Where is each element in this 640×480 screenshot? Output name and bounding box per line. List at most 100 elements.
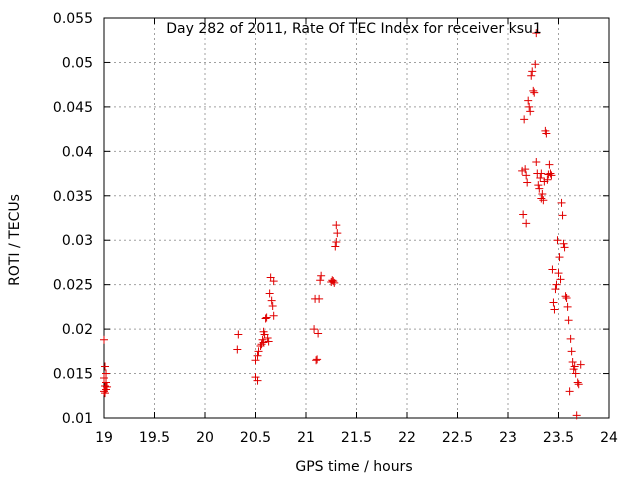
data-point: [254, 347, 263, 356]
data-point: [101, 389, 110, 398]
x-tick-label: 21.5: [341, 430, 372, 446]
x-axis-label: GPS time / hours: [295, 459, 412, 475]
data-point: [329, 277, 338, 286]
data-point: [571, 369, 580, 378]
data-point: [539, 196, 548, 205]
data-point: [100, 374, 108, 382]
data-point: [554, 269, 563, 278]
data-point: [253, 351, 262, 360]
y-tick-label: 0.05: [62, 55, 93, 71]
data-point: [233, 345, 242, 354]
x-tick-label: 23: [499, 430, 517, 446]
x-tick-label: 20.5: [240, 430, 271, 446]
y-axis-label: ROTI / TECUs: [7, 194, 23, 286]
x-tick-label: 21: [297, 430, 315, 446]
data-point: [550, 305, 559, 314]
data-point: [559, 239, 568, 248]
data-point: [332, 221, 341, 230]
data-point: [310, 325, 319, 334]
data-point: [563, 302, 572, 311]
data-point: [532, 158, 541, 166]
y-tick-label: 0.025: [53, 278, 93, 294]
data-point: [100, 387, 108, 396]
x-tick-label: 20: [196, 430, 214, 446]
data-point: [573, 378, 582, 387]
data-point: [253, 376, 262, 385]
data-point: [570, 362, 579, 371]
data-point: [528, 67, 537, 76]
data-point: [331, 242, 340, 251]
data-point: [556, 275, 565, 284]
data-point: [565, 387, 574, 396]
data-point: [261, 314, 270, 323]
data-point: [551, 285, 560, 294]
data-point: [557, 198, 566, 207]
data-point: [330, 278, 339, 287]
x-tick-label: 22.5: [442, 430, 473, 446]
data-point: [251, 356, 260, 365]
data-point: [333, 229, 342, 238]
data-point: [560, 243, 569, 252]
data-point: [102, 369, 111, 378]
x-tick-label: 23.5: [543, 430, 574, 446]
y-tick-label: 0.045: [53, 100, 93, 116]
data-point: [101, 362, 110, 371]
data-point: [316, 276, 325, 285]
data-point: [101, 382, 110, 390]
data-point: [536, 174, 545, 182]
y-tick-label: 0.035: [53, 189, 93, 205]
data-point: [542, 129, 551, 138]
data-point: [553, 236, 562, 245]
data-point: [519, 210, 528, 219]
data-point: [315, 294, 324, 303]
data-point: [313, 355, 322, 364]
data-point: [523, 178, 532, 187]
data-point: [265, 289, 274, 298]
data-point: [522, 171, 531, 180]
data-point: [538, 190, 547, 198]
data-point: [529, 86, 538, 95]
data-point: [102, 385, 111, 394]
data-points: [100, 29, 585, 420]
data-point: [521, 165, 530, 174]
data-point: [567, 347, 576, 356]
y-tick-label: 0.01: [62, 411, 93, 427]
data-point: [546, 169, 555, 178]
data-point: [532, 29, 541, 38]
data-point: [527, 71, 536, 80]
data-point: [558, 211, 567, 220]
data-point: [522, 219, 531, 228]
data-point: [251, 373, 260, 382]
data-point: [520, 115, 529, 124]
x-tick-label: 19.5: [139, 430, 170, 446]
data-point: [543, 175, 552, 184]
data-point: [526, 107, 535, 116]
data-point: [262, 313, 271, 322]
data-point: [259, 338, 268, 347]
data-point: [102, 378, 111, 387]
data-point: [562, 294, 571, 302]
data-point: [561, 292, 570, 301]
grid-lines: [104, 18, 609, 418]
x-tick-label: 22: [398, 430, 416, 446]
data-point: [549, 298, 558, 307]
chart-title: Day 282 of 2011, Rate Of TEC Index for r…: [166, 21, 542, 37]
y-tick-label: 0.03: [62, 233, 93, 249]
data-point: [269, 311, 278, 320]
x-tick-label: 24: [600, 430, 618, 446]
data-point: [535, 184, 544, 193]
y-tick-label: 0.055: [53, 11, 93, 27]
data-point: [552, 280, 561, 289]
data-point: [564, 316, 573, 325]
data-point: [332, 238, 341, 246]
data-point: [568, 358, 577, 366]
data-point: [537, 194, 546, 203]
data-point: [537, 169, 546, 178]
data-point: [576, 360, 585, 369]
data-point: [572, 411, 581, 420]
data-point: [531, 60, 540, 69]
data-point: [566, 334, 575, 343]
data-point: [524, 96, 533, 105]
data-point: [269, 277, 278, 286]
data-point: [234, 330, 243, 339]
